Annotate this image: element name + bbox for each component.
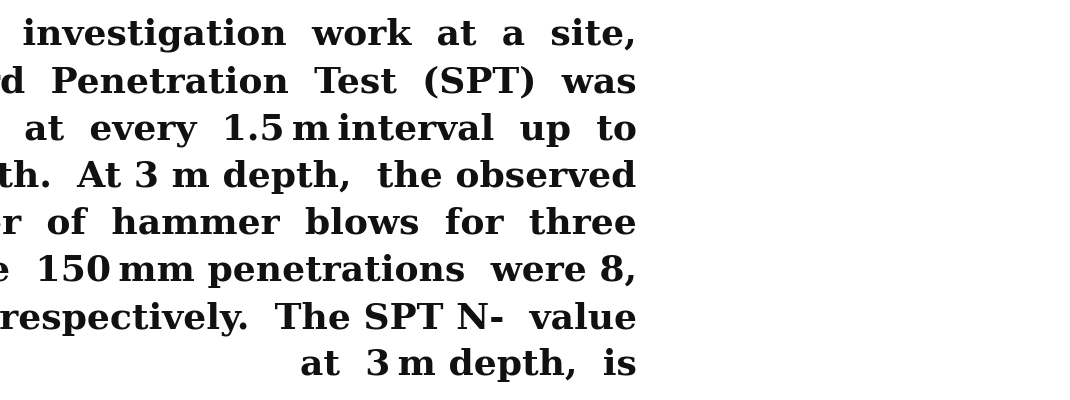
Text: at  3 m depth,  is: at 3 m depth, is xyxy=(300,348,637,382)
Text: successive  150 mm penetrations  were 8,: successive 150 mm penetrations were 8, xyxy=(0,254,637,288)
Text: Standard  Penetration  Test  (SPT)  was: Standard Penetration Test (SPT) was xyxy=(0,65,637,99)
Text: conducted  at  every  1.5 m interval  up  to: conducted at every 1.5 m interval up to xyxy=(0,112,637,147)
Text: 30 m depth.  At 3 m depth,  the observed: 30 m depth. At 3 m depth, the observed xyxy=(0,160,637,194)
Text: In  a  soil  investigation  work  at  a  site,: In a soil investigation work at a site, xyxy=(0,18,637,52)
Text: 6 and 9,  respectively.  The SPT N-  value: 6 and 9, respectively. The SPT N- value xyxy=(0,301,637,336)
Text: number  of  hammer  blows  for  three: number of hammer blows for three xyxy=(0,207,637,241)
